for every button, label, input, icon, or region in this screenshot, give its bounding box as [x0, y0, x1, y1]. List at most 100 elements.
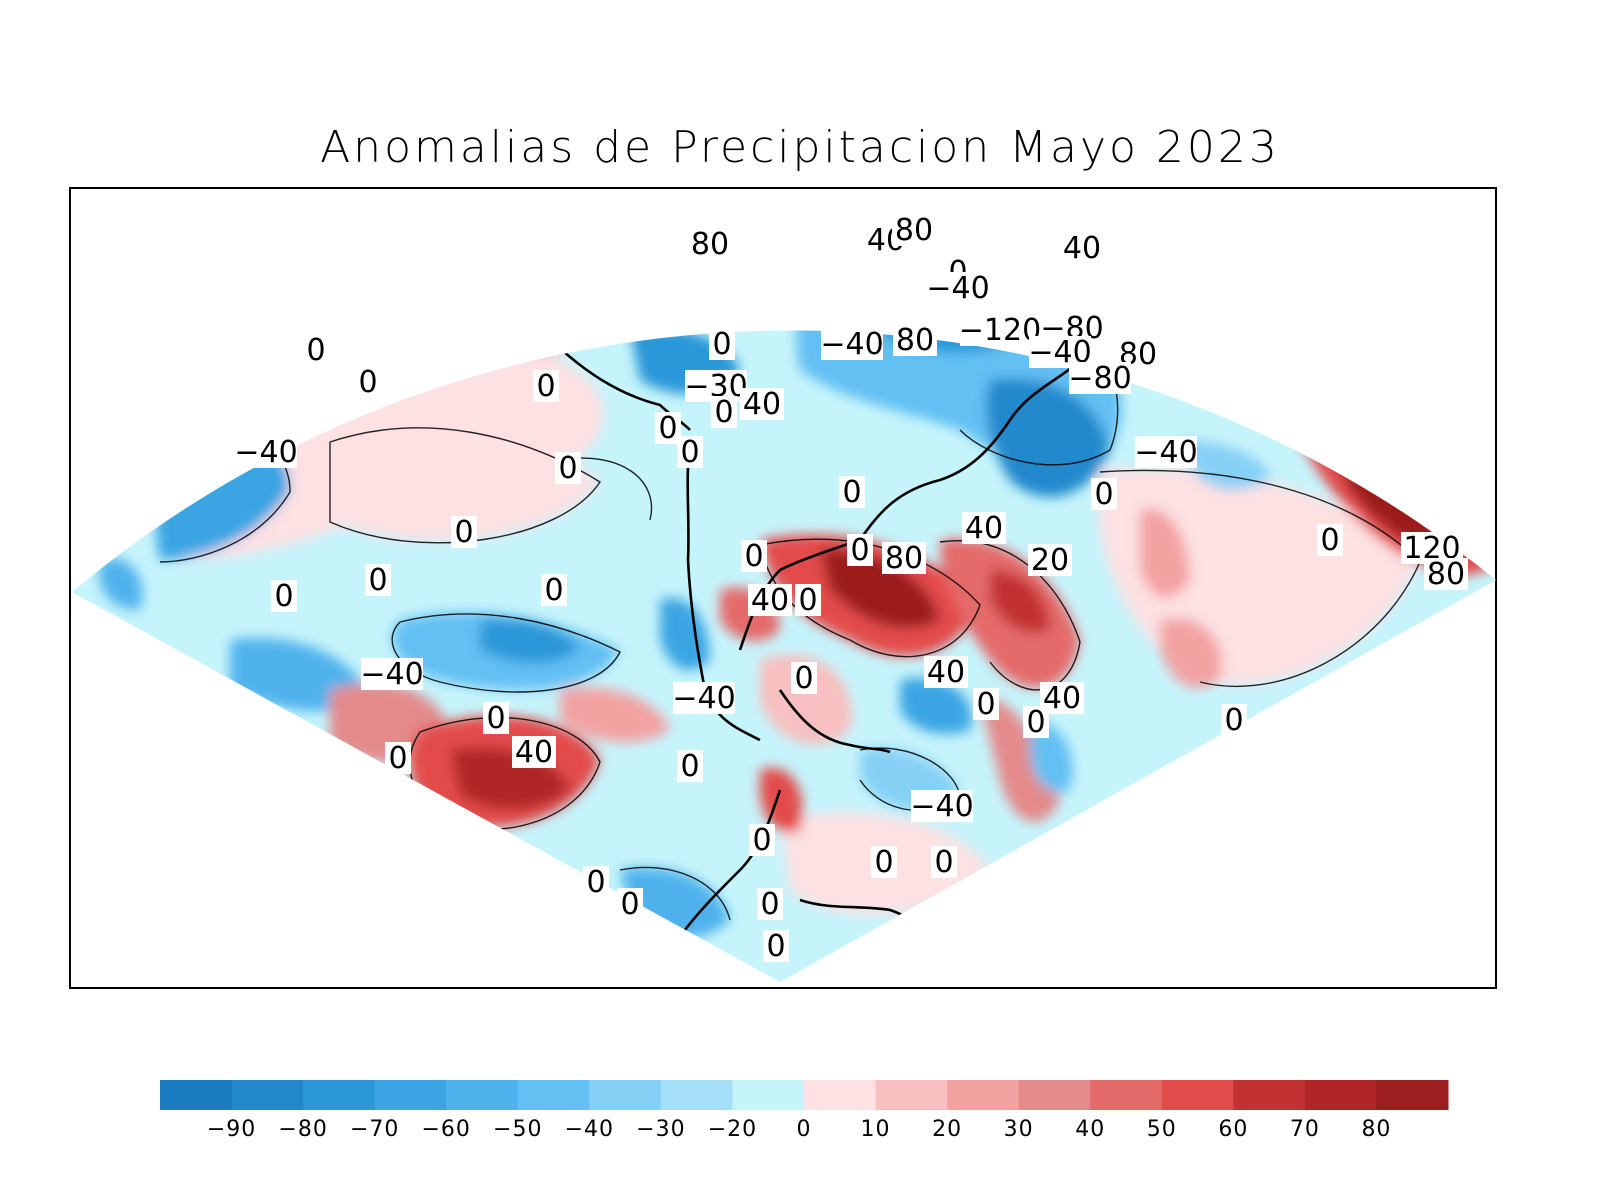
contour-label-bg [1317, 524, 1343, 556]
colorbar-tick-label: 70 [1290, 1117, 1320, 1142]
colorbar-swatch [160, 1080, 233, 1110]
contour-label-text: 0 [798, 583, 817, 618]
contour-label-bg [235, 436, 297, 468]
contour-label-bg [893, 324, 937, 356]
contour-label-text: 0 [306, 333, 325, 368]
contour-label: 40 [512, 735, 556, 770]
contour-label-text: 0 [1320, 523, 1339, 558]
contour-label-text: 0 [274, 579, 293, 614]
contour-label-bg [931, 846, 957, 878]
contour-label-text: 40 [743, 387, 781, 422]
contour-label-text: 80 [691, 227, 729, 262]
colorbar-tick-label: −70 [350, 1117, 399, 1142]
contour-label-bg [512, 736, 556, 768]
colorbar-swatch [732, 1080, 805, 1110]
contour-label: 0 [791, 661, 817, 696]
contour-label-bg [1023, 706, 1049, 738]
contour-label-text: 0 [680, 749, 699, 784]
contour-label-text: 40 [1043, 681, 1081, 716]
colorbar-labels: −90 −80 −70 −60 −50 −40 −30 −20 0 10 20 30 40 50 60 70 8… [207, 1117, 1391, 1142]
contour-label-bg [839, 476, 865, 508]
contour-label-text: 0 [976, 687, 995, 722]
colorbar-swatch [1233, 1080, 1306, 1110]
contour-label-bg [555, 452, 581, 484]
contour-label: −40 [926, 271, 989, 306]
colorbar-swatch [1018, 1080, 1091, 1110]
contour-label-bg [673, 682, 735, 714]
contour-label-bg [795, 584, 821, 616]
contour-label: 40 [1060, 231, 1104, 266]
contour-label-bg [711, 396, 737, 428]
colorbar-swatch [517, 1080, 590, 1110]
contour-label: 40 [748, 583, 792, 618]
contour-label-text: 0 [850, 533, 869, 568]
contour-label: 40 [962, 511, 1006, 546]
contour-label-bg [924, 656, 968, 688]
contour-label-text: 20 [1031, 543, 1069, 578]
contour-label-bg [583, 866, 609, 898]
contour-label: 0 [1317, 523, 1343, 558]
contour-label-text: 0 [368, 563, 387, 598]
contour-label-bg [791, 662, 817, 694]
contour-label-bg [740, 388, 784, 420]
contour-label-bg [677, 750, 703, 782]
contour-label-text: 40 [1063, 231, 1101, 266]
contour-label: 0 [1091, 477, 1117, 512]
contour-label: 0 [973, 687, 999, 722]
contour-label: 0 [541, 573, 567, 608]
contour-label: −40 [234, 435, 297, 470]
contour-label-bg [451, 516, 477, 548]
contour-label: 0 [355, 365, 381, 400]
colorbar-swatch [1161, 1080, 1234, 1110]
contour-label-bg [271, 580, 297, 612]
colorbar-tick-label: −20 [708, 1117, 757, 1142]
contour-label-text: 0 [680, 435, 699, 470]
contour-label: −120 [959, 313, 1041, 348]
contour-label-text: 80 [896, 323, 934, 358]
contour-label-text: 0 [934, 845, 953, 880]
contour-label-text: −120 [959, 313, 1041, 348]
colorbar-swatch [875, 1080, 948, 1110]
colorbar-tick-label: −50 [493, 1117, 542, 1142]
contour-label: 0 [741, 539, 767, 574]
contour-label: −40 [360, 657, 423, 692]
contour-label-bg [1135, 436, 1197, 468]
contour-label: 0 [763, 929, 789, 964]
contour-label-bg [361, 658, 423, 690]
colorbar-swatch [1090, 1080, 1163, 1110]
contour-label-bg [821, 328, 883, 360]
contour-label-bg [960, 314, 1040, 346]
contour-label-text: 0 [544, 573, 563, 608]
contour-label-bg [973, 688, 999, 720]
contour-label: 0 [365, 563, 391, 598]
contour-label-bg [962, 512, 1006, 544]
contour-label-bg [1091, 478, 1117, 510]
contour-label: 0 [677, 749, 703, 784]
colorbar-tick-label: 40 [1075, 1117, 1105, 1142]
colorbar-swatch [446, 1080, 519, 1110]
contour-label: 80 [892, 213, 936, 248]
contour-label-bg [1028, 544, 1072, 576]
contour-label-bg [871, 846, 897, 878]
contour-label-text: −40 [1134, 435, 1197, 470]
contour-label-bg [847, 534, 873, 566]
contour-label-bg [655, 412, 681, 444]
colorbar-tick-label: 0 [797, 1117, 812, 1142]
contour-label-bg [1060, 232, 1104, 264]
contour-label-text: 0 [712, 327, 731, 362]
contour-label-bg [483, 702, 509, 734]
contour-label-text: 0 [358, 365, 377, 400]
colorbar-swatch [1304, 1080, 1377, 1110]
contour-label: 0 [303, 333, 329, 368]
contour-label-text: 0 [558, 451, 577, 486]
contour-label-text: 0 [388, 741, 407, 776]
contour-label-bg [709, 328, 735, 360]
contour-label-text: 0 [620, 887, 639, 922]
contour-label-text: 0 [842, 475, 861, 510]
contour-label-text: −40 [672, 681, 735, 716]
contour-label: 0 [709, 327, 735, 362]
contour-label-bg [533, 370, 559, 402]
contour-label: 80 [893, 323, 937, 358]
contour-label-bg [911, 790, 973, 822]
contour-label-bg [1221, 704, 1247, 736]
